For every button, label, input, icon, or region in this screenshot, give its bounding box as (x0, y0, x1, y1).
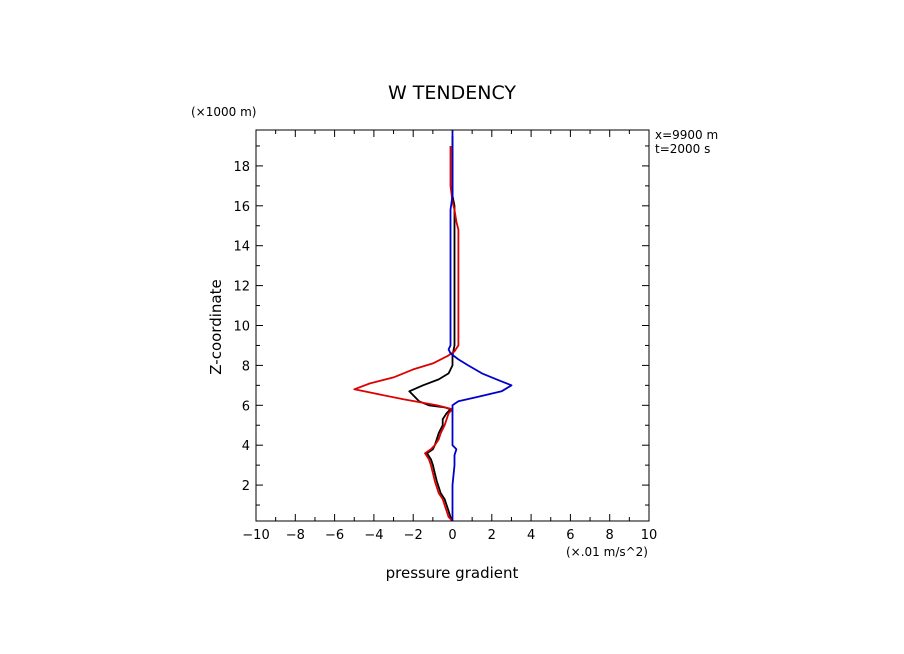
axis-ticks: −10 −8 −6 −4 −2 0 2 4 6 8 10 2 4 6 8 10 12 14 16 18 (233, 130, 657, 543)
y-tick-label: 2 (242, 479, 250, 494)
x-tick-label: 6 (566, 528, 574, 543)
x-tick-label: 2 (488, 528, 496, 543)
series-line-1 (408, 136, 456, 522)
x-axis-label: pressure gradient (386, 564, 519, 582)
y-tick-label: 18 (233, 160, 250, 175)
x-tick-label: −6 (325, 528, 344, 543)
y-tick-label: 14 (233, 240, 250, 255)
x-tick-label: 4 (527, 528, 535, 543)
x-tick-label: 8 (606, 528, 614, 543)
y-tick-label: 16 (233, 200, 250, 215)
annotation-time: t=2000 s (655, 142, 710, 156)
series-line-3 (447, 130, 513, 521)
x-tick-label: −10 (242, 528, 269, 543)
plot-frame (255, 129, 650, 522)
x-tick-label: −2 (404, 528, 423, 543)
x-units-label: (×.01 m/s^2) (566, 545, 648, 559)
y-tick-label: 4 (242, 439, 250, 454)
y-tick-label: 6 (242, 399, 250, 414)
x-tick-label: 0 (448, 528, 456, 543)
plot-series (353, 130, 513, 522)
y-axis-label: Z-coordinate (207, 279, 225, 374)
x-tick-label: −8 (286, 528, 305, 543)
y-tick-label: 12 (233, 280, 250, 295)
y-units-label: (×1000 m) (191, 105, 256, 119)
y-tick-label: 8 (242, 359, 250, 374)
x-tick-label: 10 (641, 528, 658, 543)
chart-title: W TENDENCY (388, 82, 516, 104)
series-line-2 (353, 146, 460, 522)
x-tick-label: −4 (364, 528, 383, 543)
y-tick-label: 10 (233, 320, 250, 335)
annotation-position: x=9900 m (655, 128, 718, 142)
